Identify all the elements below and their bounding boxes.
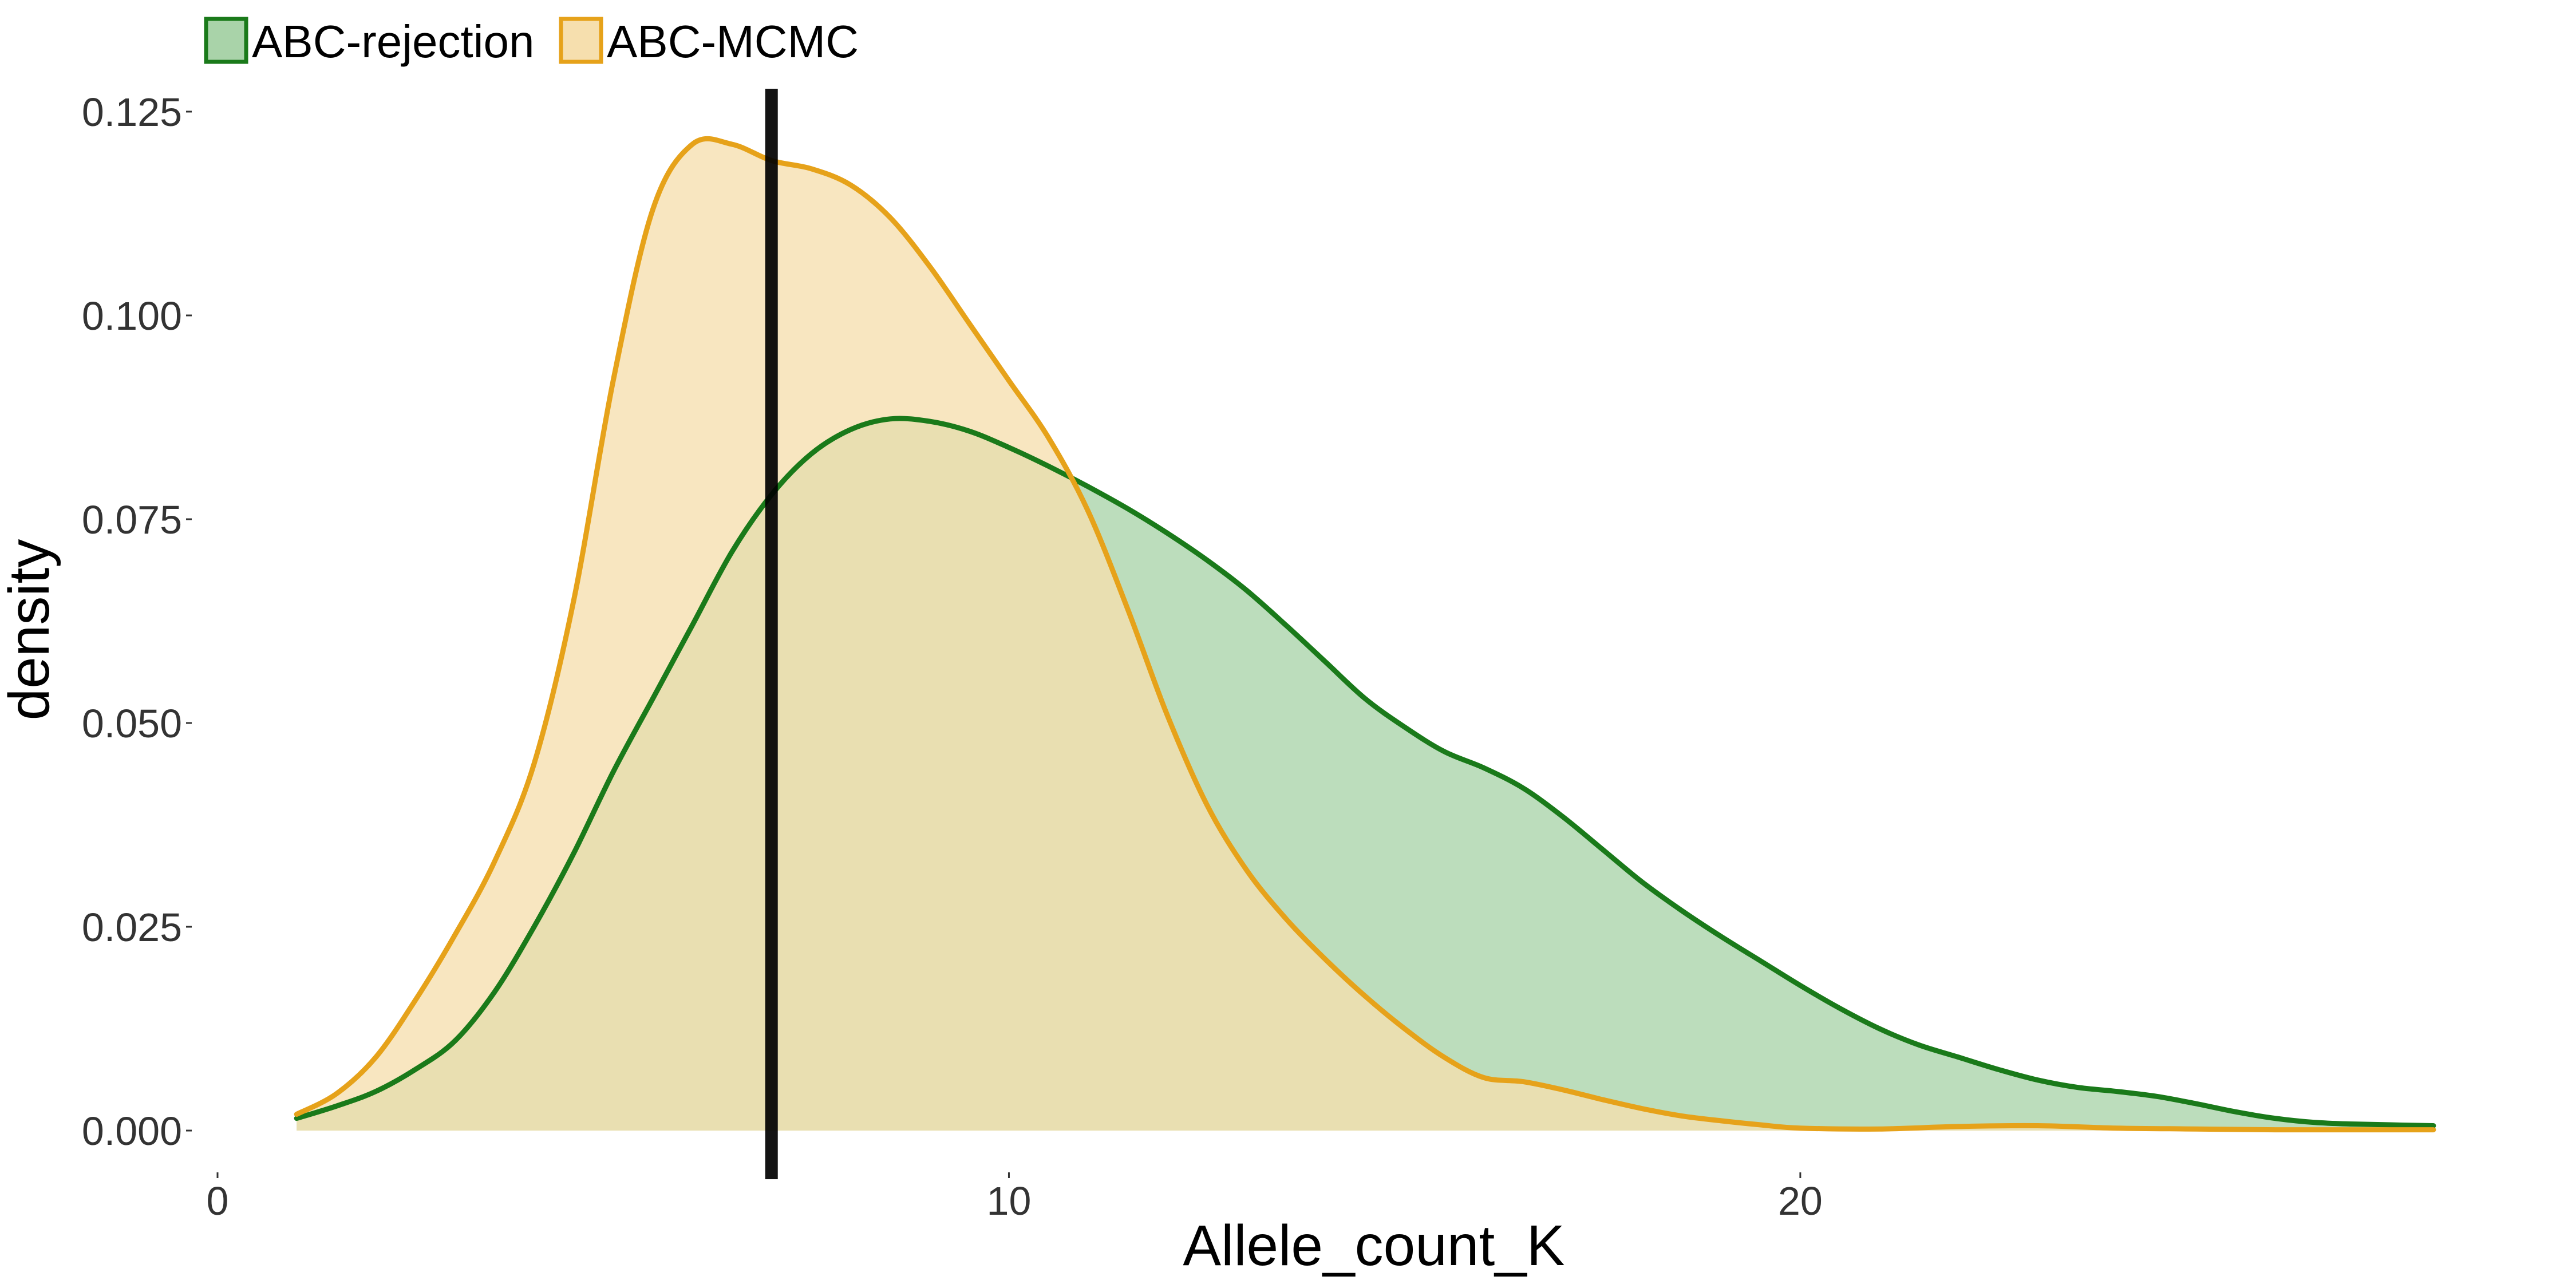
density-lines	[294, 136, 2436, 1133]
y-tick-label: 0.025	[82, 905, 182, 950]
legend-label-abc-mcmc: ABC-MCMC	[607, 16, 859, 67]
legend-label-abc-rejection: ABC-rejection	[252, 16, 535, 67]
y-tick-label: 0.100	[82, 294, 182, 338]
density-line-abc-rejection	[294, 416, 2436, 1128]
density-line-abc-mcmc	[294, 136, 2436, 1133]
y-tick-label: 0.050	[82, 701, 182, 746]
x-tick-label: 10	[987, 1179, 1032, 1223]
x-axis-title: Allele_count_K	[1183, 1214, 1564, 1278]
x-tick-label: 0	[207, 1179, 229, 1223]
y-tick-label: 0.125	[82, 90, 182, 135]
y-tick-label: 0.000	[82, 1109, 182, 1153]
legend: ABC-rejection ABC-MCMC	[204, 16, 859, 67]
density-fills	[297, 139, 2433, 1131]
y-tick-label: 0.075	[82, 497, 182, 542]
x-tick-label: 20	[1778, 1179, 1823, 1223]
x-axis: 0 10 20	[207, 1172, 1823, 1223]
y-axis: 0.000 0.025 0.050 0.075 0.100 0.125	[82, 90, 192, 1153]
y-axis-title: density	[0, 539, 61, 721]
legend-key-abc-rejection	[204, 17, 248, 64]
density-area-abc-mcmc	[297, 139, 2433, 1131]
legend-key-abc-mcmc	[559, 17, 603, 64]
